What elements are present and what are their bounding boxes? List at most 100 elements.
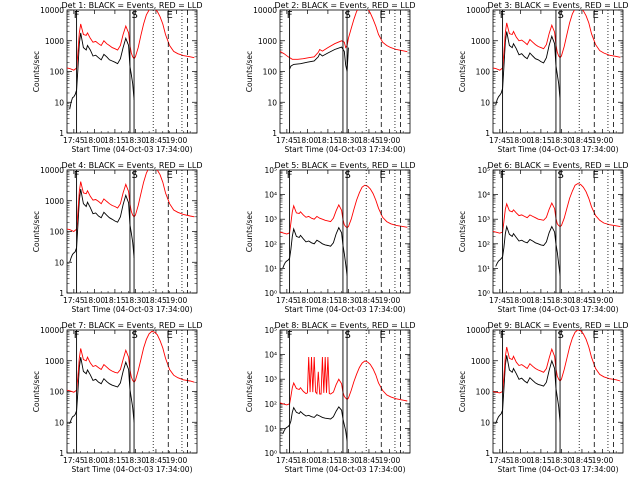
x-tick-label: 18:00 xyxy=(84,136,106,145)
y-tick-label: 10³ xyxy=(264,215,277,224)
y-axis-label: Counts/sec xyxy=(32,51,41,92)
x-tick-label: 19:00 xyxy=(166,456,188,465)
interval-marker-s: S xyxy=(558,170,564,181)
x-tick-label: 18:00 xyxy=(510,136,532,145)
x-tick-label: 18:45 xyxy=(358,136,380,145)
lld-series-line xyxy=(493,10,621,71)
x-tick-label: 18:45 xyxy=(571,136,593,145)
y-tick-label: 10 xyxy=(54,98,64,107)
interval-marker-s: S xyxy=(345,330,351,341)
interval-marker-s: S xyxy=(132,10,138,21)
x-tick-label: 18:45 xyxy=(145,456,167,465)
x-tick-label: 17:45 xyxy=(276,136,298,145)
x-tick-label: 17:45 xyxy=(489,136,511,145)
y-tick-label: 10¹ xyxy=(477,264,490,273)
events-series-line xyxy=(289,46,349,72)
interval-marker-f: F xyxy=(287,170,293,181)
x-tick-label: 18:30 xyxy=(125,136,147,145)
detector-panel: Det 2: BLACK = Events, RED = LLD 1 10 100 10… xyxy=(245,1,415,154)
interval-marker-s: S xyxy=(132,170,138,181)
y-axis-label: Counts/sec xyxy=(458,51,467,92)
panel-title: Det 2: BLACK = Events, RED = LLD xyxy=(275,1,416,10)
y-tick-label: 10⁰ xyxy=(477,289,490,298)
y-tick-label: 1000 xyxy=(45,197,64,206)
x-tick-label: 18:15 xyxy=(530,136,552,145)
x-tick-label: 18:30 xyxy=(338,456,360,465)
y-tick-label: 1000 xyxy=(45,357,64,366)
y-tick-label: 1 xyxy=(59,289,64,298)
y-tick-label: 10 xyxy=(480,418,490,427)
x-axis-label: Start Time (04-Oct-03 17:34:00) xyxy=(71,465,192,474)
events-series-line xyxy=(69,357,135,424)
y-tick-label: 10¹ xyxy=(264,424,277,433)
x-tick-label: 18:45 xyxy=(145,136,167,145)
panel-title: Det 9: BLACK = Events, RED = LLD xyxy=(488,321,629,330)
events-series-line xyxy=(282,226,348,276)
y-tick-label: 1 xyxy=(485,449,490,458)
plot-frame xyxy=(66,169,198,294)
plot-frame xyxy=(492,169,624,294)
y-tick-label: 100 xyxy=(50,388,65,397)
panel-title: Det 5: BLACK = Events, RED = LLD xyxy=(275,161,416,170)
x-tick-label: 18:00 xyxy=(510,456,532,465)
x-tick-label: 17:45 xyxy=(489,296,511,305)
x-tick-label: 18:00 xyxy=(297,456,319,465)
x-tick-label: 19:00 xyxy=(166,136,188,145)
interval-marker-s: S xyxy=(558,330,564,341)
y-tick-label: 10² xyxy=(264,240,277,249)
y-axis-label: Counts/sec xyxy=(245,371,254,412)
x-tick-label: 18:15 xyxy=(104,296,126,305)
x-tick-label: 18:00 xyxy=(84,296,106,305)
y-tick-label: 10000 xyxy=(253,6,277,15)
detector-panel: Det 7: BLACK = Events, RED = LLD 1 10 100 10… xyxy=(32,321,202,474)
y-tick-label: 10000 xyxy=(40,166,64,175)
x-tick-label: 17:45 xyxy=(276,456,298,465)
x-tick-label: 17:45 xyxy=(63,456,85,465)
y-tick-label: 10 xyxy=(267,98,277,107)
x-tick-label: 18:00 xyxy=(297,136,319,145)
y-axis-label: Counts/sec xyxy=(32,371,41,412)
lld-series-line xyxy=(280,184,408,235)
panel-title: Det 6: BLACK = Events, RED = LLD xyxy=(488,161,629,170)
y-tick-label: 1 xyxy=(59,449,64,458)
interval-marker-s: S xyxy=(345,10,351,21)
y-tick-label: 1000 xyxy=(471,37,490,46)
interval-marker-f: F xyxy=(500,330,506,341)
y-tick-label: 10000 xyxy=(466,6,490,15)
y-axis-label: Counts/sec xyxy=(245,211,254,252)
panel-title: Det 3: BLACK = Events, RED = LLD xyxy=(488,1,629,10)
plot-frame xyxy=(66,329,198,454)
interval-marker-e: E xyxy=(379,330,385,341)
x-tick-label: 18:15 xyxy=(104,136,126,145)
interval-marker-e: E xyxy=(166,170,172,181)
y-tick-label: 10⁴ xyxy=(264,351,277,360)
x-axis-label: Start Time (04-Oct-03 17:34:00) xyxy=(497,305,618,314)
y-tick-label: 10⁰ xyxy=(264,289,277,298)
y-tick-label: 10¹ xyxy=(264,264,277,273)
x-axis-label: Start Time (04-Oct-03 17:34:00) xyxy=(497,145,618,154)
y-tick-label: 10000 xyxy=(40,6,64,15)
detector-panel: Det 8: BLACK = Events, RED = LLD 10⁰ 10¹ 10… xyxy=(245,321,415,474)
x-axis-label: Start Time (04-Oct-03 17:34:00) xyxy=(284,305,405,314)
y-tick-label: 10⁵ xyxy=(264,166,277,175)
panel-title: Det 4: BLACK = Events, RED = LLD xyxy=(62,161,203,170)
interval-marker-e: E xyxy=(592,170,598,181)
x-tick-label: 18:45 xyxy=(571,456,593,465)
interval-marker-e: E xyxy=(592,330,598,341)
interval-marker-f: F xyxy=(74,10,80,21)
x-tick-label: 18:30 xyxy=(551,456,573,465)
y-tick-label: 10 xyxy=(480,98,490,107)
x-tick-label: 19:00 xyxy=(379,136,401,145)
y-tick-label: 100 xyxy=(263,68,278,77)
x-tick-label: 17:45 xyxy=(276,296,298,305)
y-tick-label: 1 xyxy=(485,129,490,138)
interval-marker-e: E xyxy=(166,10,172,21)
y-tick-label: 10⁰ xyxy=(264,449,277,458)
plot-frame xyxy=(492,329,624,454)
interval-marker-f: F xyxy=(74,170,80,181)
panel-title: Det 8: BLACK = Events, RED = LLD xyxy=(275,321,416,330)
interval-marker-e: E xyxy=(592,10,598,21)
y-tick-label: 1000 xyxy=(45,37,64,46)
y-tick-label: 10000 xyxy=(466,326,490,335)
x-tick-label: 18:15 xyxy=(317,296,339,305)
